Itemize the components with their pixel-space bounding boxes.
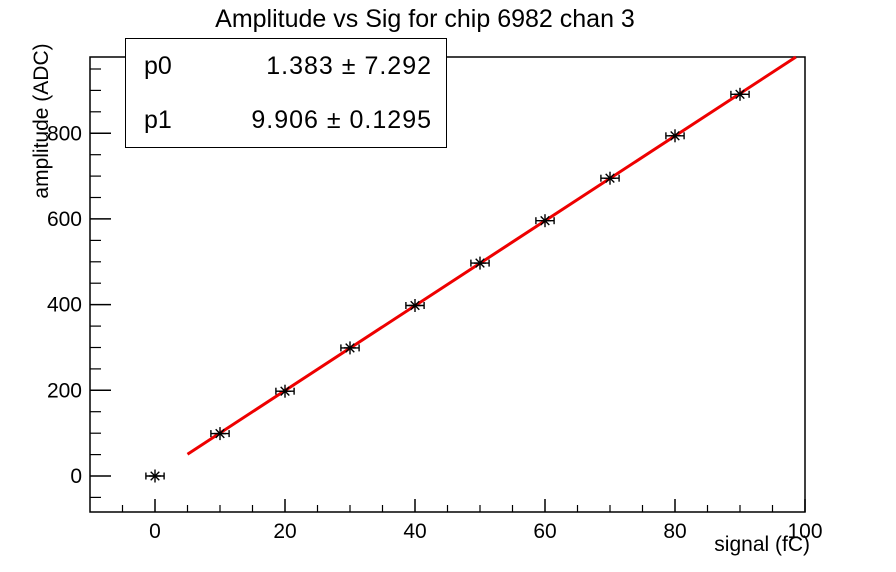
y-tick-label: 0 [70,465,82,488]
data-point [145,469,165,483]
data-points [145,87,750,483]
x-tick-label: 60 [533,520,556,543]
x-tick-label: 40 [403,520,426,543]
data-point [665,129,685,143]
stats-p0-label: p0 [144,51,172,80]
y-tick-label: 400 [47,294,82,317]
data-point [600,171,620,185]
stats-p1-value: 9.906 ± 0.1295 [251,105,432,134]
y-axis-ticks: 0 200 400 600 800 [47,68,111,498]
stats-p0-value: 1.383 ± 7.292 [266,51,432,80]
data-point [535,214,555,228]
data-point [405,299,425,312]
y-tick-label: 800 [47,122,82,145]
data-point [275,384,295,398]
data-point [470,256,490,270]
stats-row-p0: p0 1.383 ± 7.292 [126,52,446,81]
stats-row-p1: p1 9.906 ± 0.1295 [126,106,446,135]
x-tick-label: 20 [273,520,296,543]
data-point [210,427,230,441]
data-point [340,341,360,355]
x-tick-label: 0 [149,520,161,543]
data-point [730,87,750,101]
y-tick-label: 200 [47,379,82,402]
x-axis-ticks: 0 20 40 60 80 100 [121,499,823,543]
x-axis-title: signal (fC) [714,533,810,556]
x-tick-label: 80 [663,520,686,543]
plot-title: Amplitude vs Sig for chip 6982 chan 3 [215,5,635,33]
y-tick-label: 600 [47,208,82,231]
x-tick-label: 100 [787,520,822,543]
fit-stats-box: p0 1.383 ± 7.292 p1 9.906 ± 0.1295 [125,38,447,148]
stats-p1-label: p1 [144,105,172,134]
